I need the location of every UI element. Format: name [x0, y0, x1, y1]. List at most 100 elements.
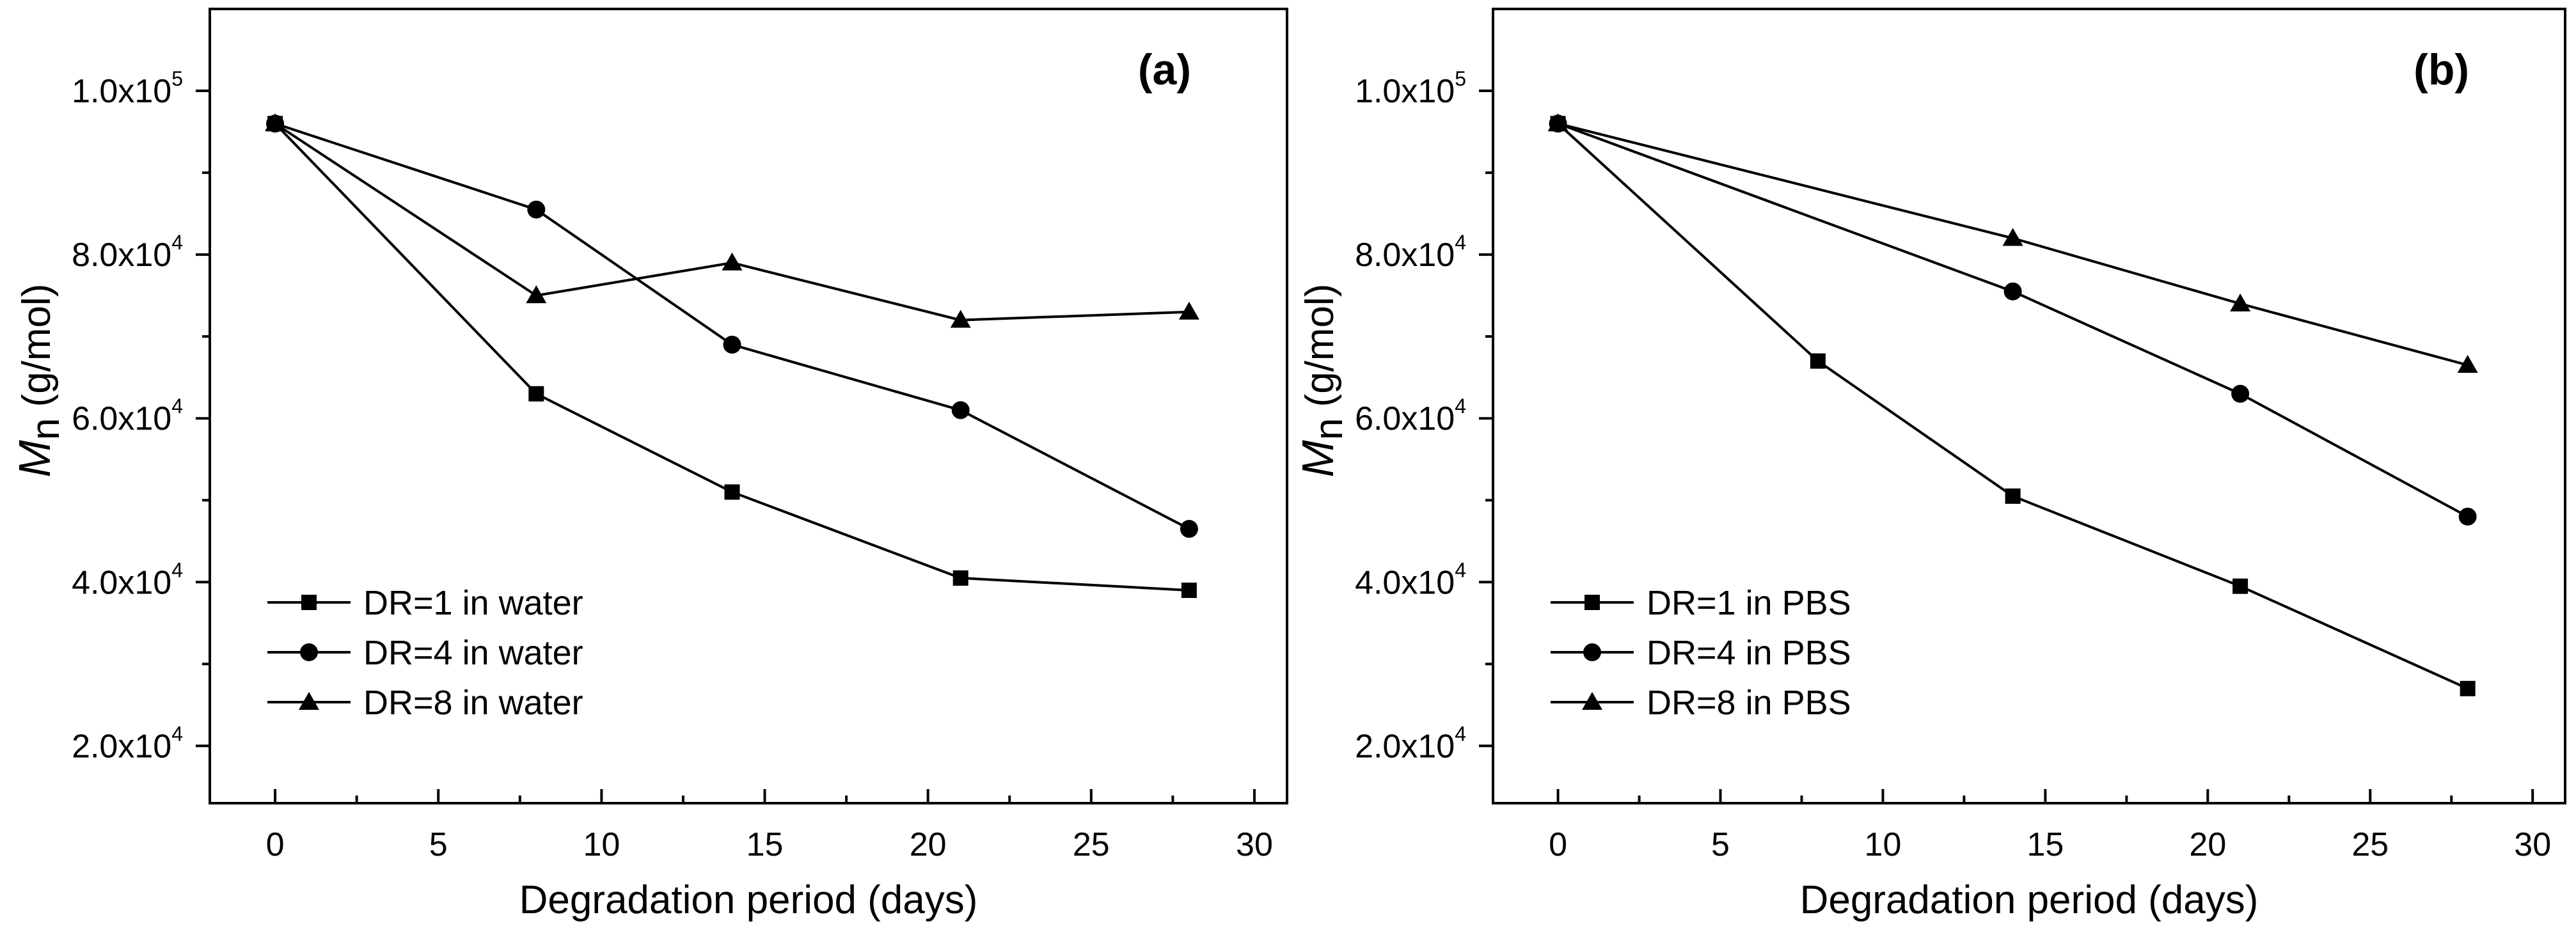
x-tick-label: 10	[583, 826, 620, 863]
data-point-triangle	[950, 310, 971, 328]
data-point-triangle	[1547, 113, 1569, 132]
series-line	[1557, 122, 2469, 518]
x-tick-label: 15	[747, 826, 784, 863]
series-square	[267, 116, 1197, 599]
y-axis-subscript: n	[1307, 418, 1351, 440]
y-tick-mantissa: 1.0x10	[1355, 73, 1455, 110]
data-point-circle	[527, 200, 546, 219]
data-point-square	[2460, 680, 2476, 696]
data-point-square	[528, 386, 544, 402]
panel-label: (b)	[2414, 45, 2469, 94]
x-tick-label: 20	[910, 826, 947, 863]
data-point-triangle	[2002, 228, 2023, 246]
data-point-triangle	[1178, 301, 1199, 320]
data-point-square	[1810, 353, 1826, 369]
y-axis-symbol: M	[10, 439, 59, 477]
plot-frame	[209, 8, 1288, 804]
y-tick-mantissa: 4.0x10	[72, 564, 171, 601]
legend-marker-square	[1584, 595, 1600, 610]
y-axis-unit: (g/mol)	[1298, 284, 1342, 418]
y-tick-mantissa: 8.0x10	[72, 237, 171, 274]
data-point-triangle	[722, 252, 743, 270]
legend-label: DR=1 in water	[363, 584, 583, 622]
series-line	[274, 122, 1189, 322]
y-tick-exponent: 5	[171, 67, 183, 90]
series-triangle	[1547, 113, 2478, 373]
y-tick-exponent: 4	[171, 558, 183, 581]
data-point-triangle	[265, 113, 286, 132]
x-tick-label: 5	[1711, 826, 1730, 863]
data-point-square	[724, 484, 740, 500]
y-axis-title: Mn (g/mol)	[10, 284, 68, 478]
y-tick-mantissa: 6.0x10	[72, 400, 171, 437]
panel-b: 0 5 10 15 20 25 302.0x1044.0x1046.0x1048.0x104…	[1293, 8, 2566, 922]
x-tick-label: 15	[2027, 826, 2064, 863]
y-tick-label: 6.0x104	[72, 395, 183, 437]
y-tick-label: 1.0x105	[1355, 67, 1466, 110]
y-tick-mantissa: 2.0x10	[72, 728, 171, 765]
y-axis-title: Mn (g/mol)	[1293, 284, 1351, 478]
legend-marker-square	[301, 595, 317, 610]
data-point-square	[1181, 583, 1197, 599]
legend-marker-triangle	[1582, 692, 1602, 710]
data-point-triangle	[526, 285, 547, 304]
x-tick-label: 10	[1865, 826, 1902, 863]
series-triangle	[265, 113, 1199, 328]
legend-label: DR=4 in PBS	[1647, 634, 1851, 672]
data-point-circle	[1180, 520, 1198, 538]
y-tick-exponent: 4	[1455, 231, 1466, 254]
data-point-square	[2005, 488, 2021, 504]
data-point-circle	[2231, 384, 2250, 403]
y-tick-label: 4.0x104	[72, 558, 183, 601]
y-axis-unit: (g/mol)	[15, 284, 59, 418]
x-tick-label: 20	[2189, 826, 2226, 863]
x-axis-title: Degradation period (days)	[1800, 878, 2259, 922]
y-tick-exponent: 4	[171, 231, 183, 254]
legend: DR=1 in water DR=4 in water DR=8 in water	[267, 584, 583, 722]
panel-a: 0 5 10 15 20 25 302.0x1044.0x1046.0x1048.0x104…	[10, 8, 1288, 922]
y-tick-label: 8.0x104	[72, 231, 183, 274]
data-point-square	[2232, 578, 2248, 594]
data-point-square	[952, 570, 968, 586]
legend-marker-triangle	[299, 692, 319, 710]
y-tick-label: 8.0x104	[1355, 231, 1466, 274]
data-point-triangle	[2457, 354, 2478, 373]
legend-label: DR=8 in PBS	[1647, 684, 1851, 722]
legend-marker-circle	[1583, 643, 1601, 661]
legend-label: DR=8 in water	[363, 684, 583, 722]
legend-marker-circle	[300, 643, 318, 661]
data-point-circle	[723, 335, 741, 354]
x-axis-title: Degradation period (days)	[519, 878, 978, 922]
legend: DR=1 in PBS DR=4 in PBS DR=8 in PBS	[1551, 584, 1851, 722]
x-tick-label: 25	[2351, 826, 2389, 863]
x-tick-label: 30	[1236, 826, 1273, 863]
data-point-triangle	[2230, 293, 2251, 311]
x-tick-label: 0	[1549, 826, 1567, 863]
y-tick-label: 6.0x104	[1355, 395, 1466, 437]
y-tick-exponent: 4	[1455, 558, 1466, 581]
y-tick-exponent: 5	[1455, 67, 1466, 90]
y-tick-label: 1.0x105	[72, 67, 183, 110]
data-point-circle	[2458, 507, 2477, 526]
y-tick-exponent: 4	[171, 722, 183, 745]
data-point-circle	[951, 401, 970, 419]
y-tick-label: 4.0x104	[1355, 558, 1466, 601]
x-tick-label: 0	[266, 826, 285, 863]
y-tick-mantissa: 4.0x10	[1355, 564, 1455, 601]
panel-label: (a)	[1138, 45, 1191, 94]
series-circle	[1549, 114, 2477, 526]
legend-label: DR=1 in PBS	[1647, 584, 1851, 622]
series-line	[274, 122, 1190, 592]
series-circle	[266, 114, 1198, 538]
y-tick-label: 2.0x104	[1355, 722, 1466, 765]
x-tick-label: 25	[1073, 826, 1110, 863]
series-line	[274, 122, 1190, 530]
y-tick-exponent: 4	[1455, 722, 1466, 745]
y-axis-subscript: n	[24, 418, 68, 440]
y-tick-mantissa: 6.0x10	[1355, 400, 1455, 437]
y-axis-symbol: M	[1293, 439, 1343, 477]
y-tick-mantissa: 1.0x10	[72, 73, 171, 110]
y-tick-label: 2.0x104	[72, 722, 183, 765]
series-line	[1558, 122, 2469, 366]
